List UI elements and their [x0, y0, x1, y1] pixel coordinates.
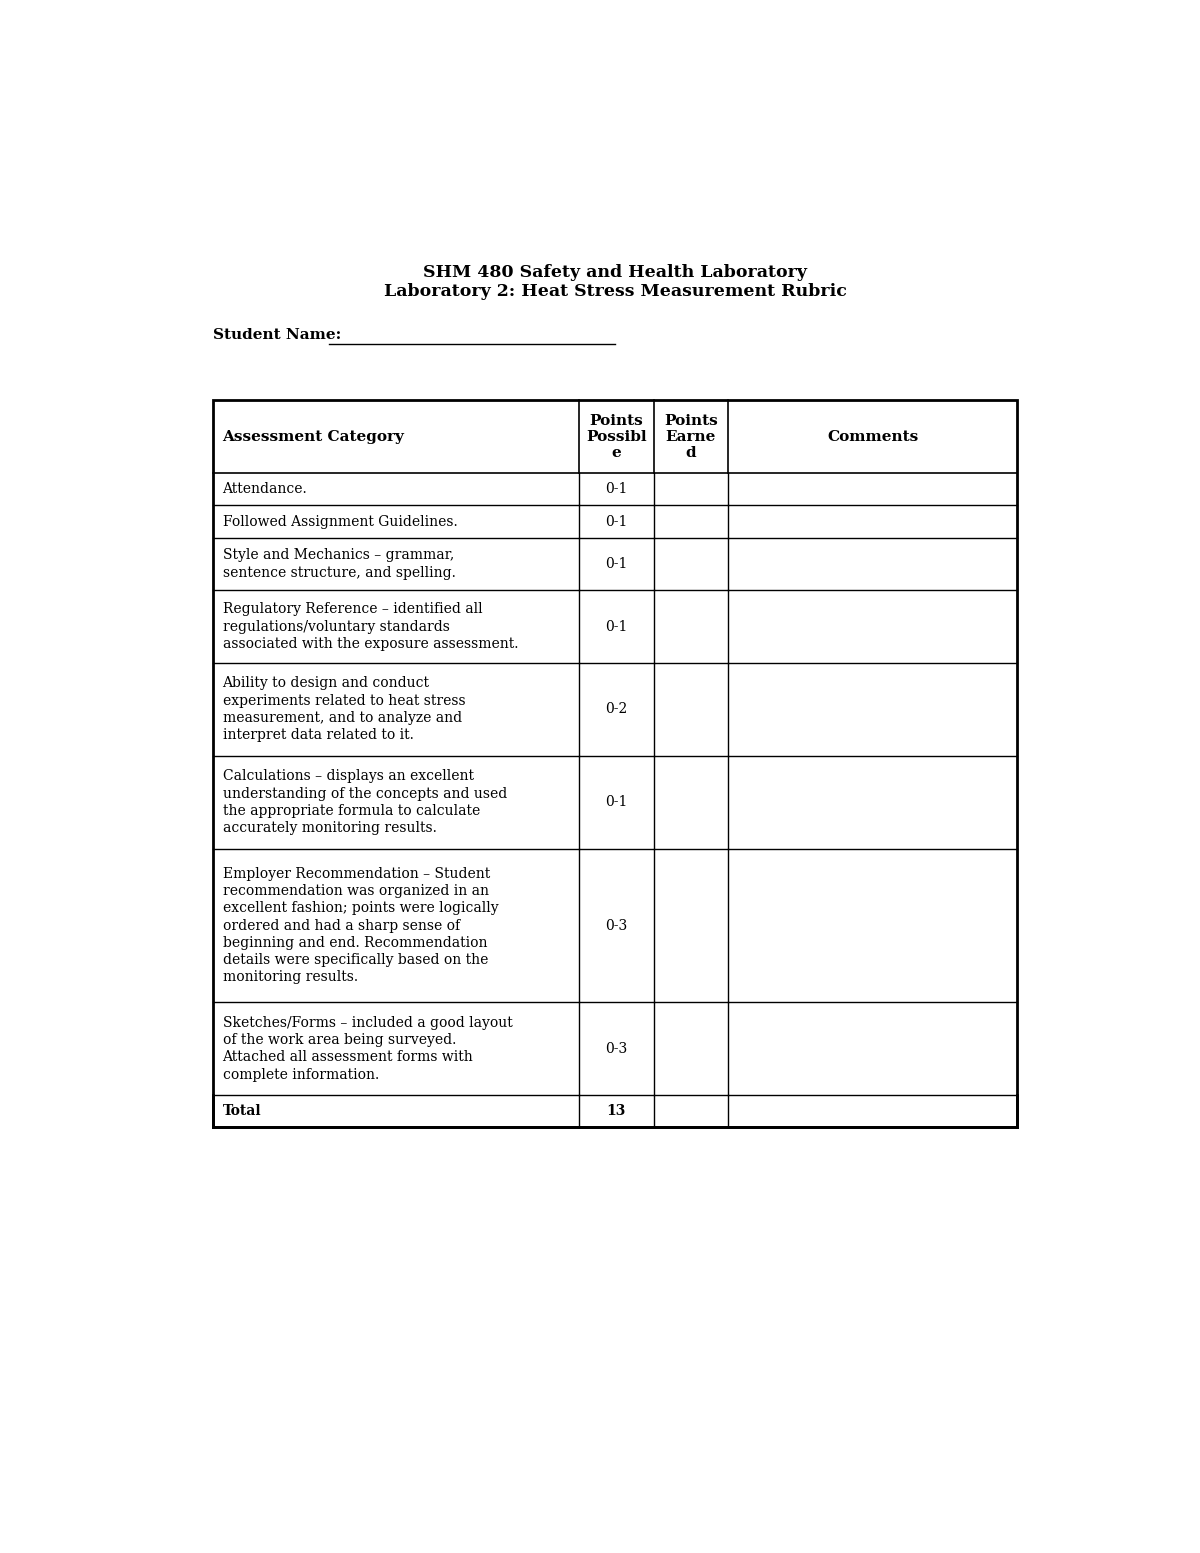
Text: Comments: Comments: [827, 430, 918, 444]
Text: SHM 480 Safety and Health Laboratory: SHM 480 Safety and Health Laboratory: [424, 264, 808, 281]
Text: Total: Total: [222, 1104, 262, 1118]
Text: Points
Earne
d: Points Earne d: [664, 413, 718, 460]
Text: 0-1: 0-1: [605, 558, 628, 572]
Text: Style and Mechanics – grammar,
sentence structure, and spelling.: Style and Mechanics – grammar, sentence …: [222, 548, 456, 579]
Text: 0-3: 0-3: [605, 1042, 628, 1056]
Text: Employer Recommendation – Student
recommendation was organized in an
excellent f: Employer Recommendation – Student recomm…: [222, 867, 498, 985]
Text: Laboratory 2: Heat Stress Measurement Rubric: Laboratory 2: Heat Stress Measurement Ru…: [384, 283, 846, 300]
Text: Assessment Category: Assessment Category: [222, 430, 404, 444]
Text: 0-1: 0-1: [605, 514, 628, 528]
Text: Student Name:: Student Name:: [214, 328, 342, 342]
Text: Regulatory Reference – identified all
regulations/voluntary standards
associated: Regulatory Reference – identified all re…: [222, 603, 518, 651]
Text: Sketches/Forms – included a good layout
of the work area being surveyed.
Attache: Sketches/Forms – included a good layout …: [222, 1016, 512, 1081]
Bar: [214, 401, 1016, 1127]
Text: 0-3: 0-3: [605, 918, 628, 932]
Text: Points
Possibl
e: Points Possibl e: [586, 413, 647, 460]
Text: Ability to design and conduct
experiments related to heat stress
measurement, an: Ability to design and conduct experiment…: [222, 677, 466, 742]
Text: Followed Assignment Guidelines.: Followed Assignment Guidelines.: [222, 514, 457, 528]
Text: 0-2: 0-2: [605, 702, 628, 716]
Text: 13: 13: [606, 1104, 626, 1118]
Text: 0-1: 0-1: [605, 483, 628, 497]
Text: 0-1: 0-1: [605, 620, 628, 634]
Text: 0-1: 0-1: [605, 795, 628, 809]
Text: Calculations – displays an excellent
understanding of the concepts and used
the : Calculations – displays an excellent und…: [222, 769, 506, 836]
Text: Attendance.: Attendance.: [222, 483, 307, 497]
